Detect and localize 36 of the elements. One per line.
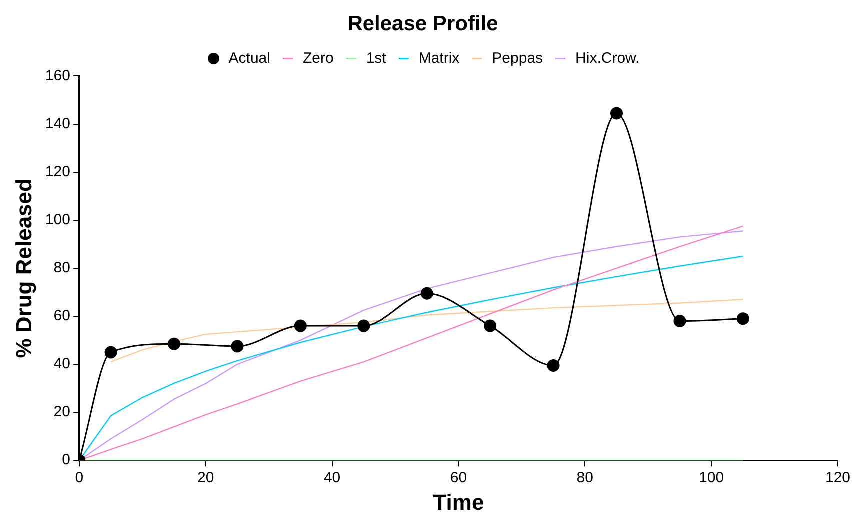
point (104, 346, 118, 359)
x-tick-label: 100 (699, 470, 724, 487)
x-tick-label: 40 (324, 470, 341, 487)
legend-label: Hix.Crow. (576, 50, 640, 67)
y-tick-label: 160 (45, 67, 70, 84)
point (674, 315, 686, 328)
point (610, 107, 623, 120)
x-tick-label: 60 (450, 470, 468, 487)
point (736, 312, 750, 326)
x-tick-label: 120 (825, 470, 851, 487)
point (294, 320, 307, 332)
legend-label: Actual (228, 50, 270, 67)
point (547, 359, 560, 372)
x-tick-label: 0 (75, 470, 84, 487)
y-tick-label: 120 (45, 163, 70, 180)
legend-label: 1st (366, 50, 388, 67)
point (358, 320, 370, 332)
point (168, 338, 180, 350)
x-tick-label: 20 (198, 470, 214, 487)
y-tick-label: 0 (62, 452, 70, 469)
y-tick-label: 80 (54, 260, 70, 277)
y-tick-label: 20 (54, 404, 70, 421)
chart-title: Release Profile (348, 12, 498, 36)
y-tick-label: 140 (45, 115, 70, 132)
point (420, 287, 434, 300)
x-axis-title: Time (433, 490, 484, 515)
x-tick-label: 80 (576, 470, 594, 487)
y-axis-title: % Drug Released (11, 178, 36, 358)
y-tick-label: 40 (54, 356, 70, 373)
point (231, 340, 244, 353)
y-tick-label: 100 (45, 211, 70, 228)
point (484, 320, 497, 332)
legend-label: Zero (302, 50, 334, 67)
legend-label: Peppas (492, 50, 544, 67)
legend-label: Matrix (418, 50, 460, 67)
y-tick-label: 60 (54, 308, 70, 325)
